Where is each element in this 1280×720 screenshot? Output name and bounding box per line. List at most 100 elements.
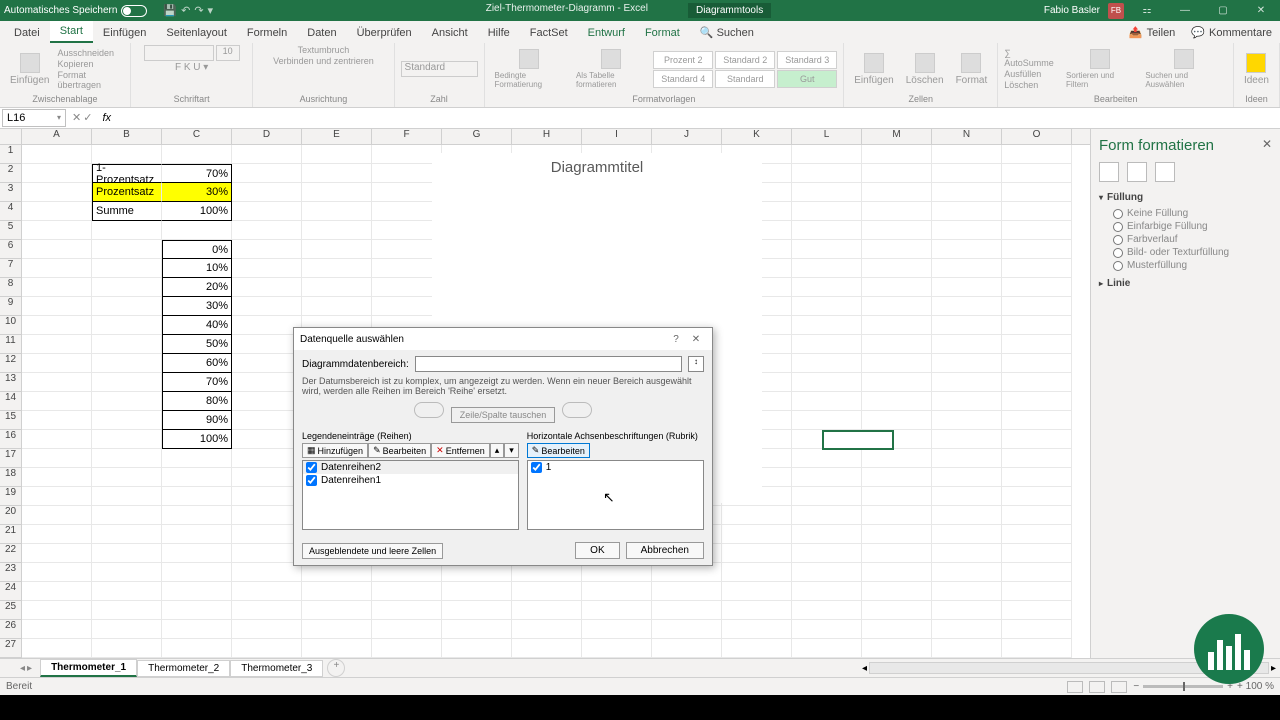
cell[interactable] xyxy=(792,259,862,278)
cell[interactable] xyxy=(92,449,162,468)
cell[interactable] xyxy=(1002,639,1072,658)
cell[interactable] xyxy=(792,297,862,316)
cell[interactable] xyxy=(862,297,932,316)
cell[interactable]: 100% xyxy=(162,430,232,449)
cell[interactable] xyxy=(932,145,1002,164)
cell[interactable] xyxy=(1002,468,1072,487)
minimize-icon[interactable]: — xyxy=(1170,5,1200,16)
cell[interactable] xyxy=(22,354,92,373)
cell[interactable] xyxy=(22,563,92,582)
cell[interactable] xyxy=(792,411,862,430)
tab-datei[interactable]: Datei xyxy=(4,23,50,43)
cell[interactable] xyxy=(932,202,1002,221)
tab-ueberpruefen[interactable]: Überprüfen xyxy=(347,23,422,43)
cell[interactable] xyxy=(302,221,372,240)
cell[interactable] xyxy=(862,145,932,164)
cell[interactable] xyxy=(1002,164,1072,183)
hidden-empty-cells-button[interactable]: Ausgeblendete und leere Zellen xyxy=(302,543,443,559)
cell[interactable] xyxy=(862,411,932,430)
cell[interactable] xyxy=(1002,411,1072,430)
cell[interactable] xyxy=(1002,525,1072,544)
cell[interactable] xyxy=(1002,487,1072,506)
category-item-1[interactable]: 1 xyxy=(528,461,703,474)
cell[interactable] xyxy=(792,449,862,468)
cell[interactable] xyxy=(22,259,92,278)
cell[interactable] xyxy=(92,487,162,506)
cell[interactable] xyxy=(232,316,302,335)
cell[interactable] xyxy=(652,620,722,639)
cell[interactable] xyxy=(1002,297,1072,316)
row-header-6[interactable]: 6 xyxy=(0,240,22,259)
cell[interactable] xyxy=(232,183,302,202)
cell[interactable] xyxy=(512,582,582,601)
cell[interactable] xyxy=(232,544,302,563)
row-header-14[interactable]: 14 xyxy=(0,392,22,411)
cell[interactable] xyxy=(92,240,162,259)
cell[interactable]: 0% xyxy=(162,240,232,259)
cell[interactable] xyxy=(862,259,932,278)
cell[interactable] xyxy=(162,145,232,164)
cell[interactable] xyxy=(232,639,302,658)
cell[interactable] xyxy=(932,392,1002,411)
cell[interactable] xyxy=(862,354,932,373)
row-header-26[interactable]: 26 xyxy=(0,620,22,639)
cell[interactable] xyxy=(232,525,302,544)
row-header-27[interactable]: 27 xyxy=(0,639,22,658)
cell[interactable] xyxy=(22,278,92,297)
series-2-checkbox[interactable] xyxy=(306,475,317,486)
cell[interactable] xyxy=(862,183,932,202)
cell[interactable]: 90% xyxy=(162,411,232,430)
cell[interactable] xyxy=(232,145,302,164)
cell[interactable] xyxy=(792,373,862,392)
cell[interactable] xyxy=(862,468,932,487)
cell[interactable] xyxy=(792,506,862,525)
cell[interactable]: 70% xyxy=(162,164,232,183)
series-list[interactable]: Datenreihen2 Datenreihen1 xyxy=(302,460,519,530)
cell[interactable]: 1-Prozentsatz xyxy=(92,164,162,183)
cell[interactable] xyxy=(932,430,1002,449)
style-standard3[interactable]: Standard 3 xyxy=(777,51,837,69)
row-header-24[interactable]: 24 xyxy=(0,582,22,601)
cell[interactable] xyxy=(1002,354,1072,373)
row-header-23[interactable]: 23 xyxy=(0,563,22,582)
hscroll-left[interactable]: ◂ xyxy=(862,663,867,674)
chart-title[interactable]: Diagrammtitel xyxy=(432,153,762,182)
cell[interactable] xyxy=(932,639,1002,658)
cell[interactable] xyxy=(162,525,232,544)
fill-button[interactable]: Ausfüllen xyxy=(1004,69,1058,79)
col-G[interactable]: G xyxy=(442,129,512,144)
cell[interactable] xyxy=(792,164,862,183)
cell[interactable] xyxy=(92,411,162,430)
cell[interactable] xyxy=(792,316,862,335)
cell[interactable] xyxy=(1002,202,1072,221)
tab-format[interactable]: Format xyxy=(635,23,690,43)
tab-ansicht[interactable]: Ansicht xyxy=(422,23,478,43)
cell[interactable] xyxy=(22,525,92,544)
series-item-1[interactable]: Datenreihen2 xyxy=(303,461,518,474)
cell[interactable] xyxy=(162,487,232,506)
page-layout-view-button[interactable] xyxy=(1089,681,1105,693)
tab-factset[interactable]: FactSet xyxy=(520,23,578,43)
cell[interactable] xyxy=(22,183,92,202)
cell[interactable] xyxy=(932,373,1002,392)
row-header-22[interactable]: 22 xyxy=(0,544,22,563)
cell[interactable] xyxy=(792,563,862,582)
cell[interactable] xyxy=(862,335,932,354)
fill-line-tab-icon[interactable] xyxy=(1099,162,1119,182)
cell[interactable] xyxy=(22,202,92,221)
tab-formeln[interactable]: Formeln xyxy=(237,23,297,43)
cell[interactable] xyxy=(932,259,1002,278)
cell[interactable] xyxy=(22,316,92,335)
row-header-7[interactable]: 7 xyxy=(0,259,22,278)
cell[interactable] xyxy=(862,202,932,221)
fill-header[interactable]: Füllung xyxy=(1099,192,1272,203)
tab-start[interactable]: Start xyxy=(50,21,93,43)
chart-data-range-input[interactable] xyxy=(415,356,682,372)
maximize-icon[interactable]: ▢ xyxy=(1208,5,1238,16)
format-table-button[interactable]: Als Tabelle formatieren xyxy=(572,47,649,91)
solid-fill-radio[interactable]: Einfarbige Füllung xyxy=(1113,220,1272,233)
row-header-9[interactable]: 9 xyxy=(0,297,22,316)
cell[interactable] xyxy=(22,297,92,316)
cell[interactable] xyxy=(232,259,302,278)
cell[interactable] xyxy=(302,601,372,620)
